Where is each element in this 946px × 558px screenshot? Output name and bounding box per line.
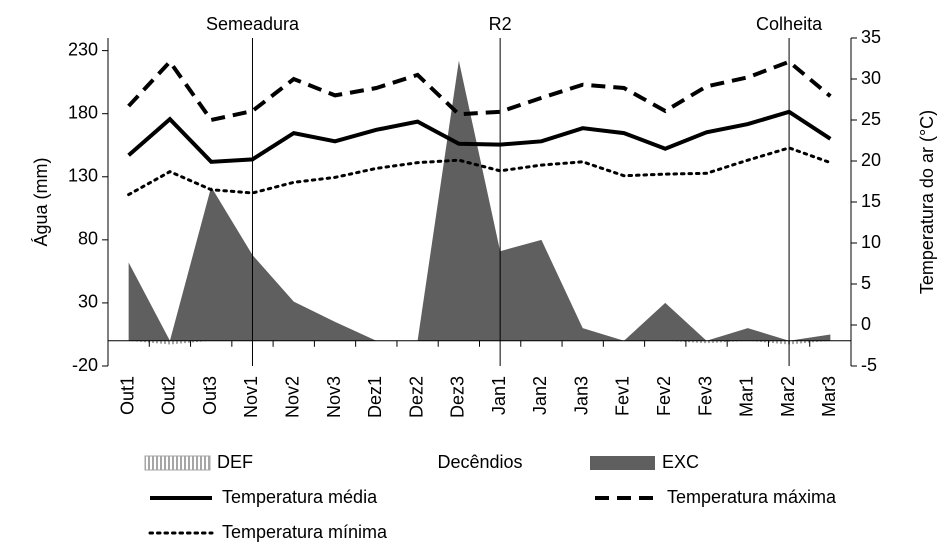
y-tick-label: -20 [72,355,98,375]
y-tick-label: 130 [68,166,98,186]
x-tick-label: Dez2 [406,376,426,418]
x-tick-label: Nov2 [283,376,303,418]
annotation-label: R2 [489,14,512,34]
y2-tick-label: 30 [861,68,881,88]
legend-swatch [144,455,211,471]
legend-label: DEF [217,452,253,472]
y2-axis-title: Temperatura do ar (°C) [917,110,937,294]
legend-label: Temperatura mínima [222,522,388,542]
y2-tick-label: 10 [861,232,881,252]
y2-tick-label: 25 [861,109,881,129]
line-3 [127,58,832,123]
line-2 [127,109,832,164]
x-tick-label: Jan2 [530,376,550,415]
x-tick-label: Nov1 [241,376,261,418]
x-tick-label: Fev1 [613,376,633,416]
annotation-label: Colheita [756,14,823,34]
x-tick-label: Nov3 [324,376,344,418]
x-tick-label: Dez1 [365,376,385,418]
y-tick-label: 230 [68,39,98,59]
line-4 [127,146,832,197]
x-axis-title: Decêndios [437,452,522,472]
y-tick-label: 30 [78,292,98,312]
annotation-label: Semeadura [206,14,300,34]
x-tick-label: Out2 [159,376,179,415]
y-tick-label: 180 [68,102,98,122]
legend-label: Temperatura média [222,487,378,507]
y2-tick-label: 5 [861,273,871,293]
y2-tick-label: 0 [861,314,871,334]
x-tick-label: Dez3 [448,376,468,418]
x-tick-label: Fev3 [695,376,715,416]
y2-tick-label: 15 [861,191,881,211]
y2-tick-label: 20 [861,150,881,170]
x-tick-label: Out3 [200,376,220,415]
x-tick-label: Mar2 [778,376,798,417]
x-tick-label: Mar3 [819,376,839,417]
legend-label: Temperatura máxima [667,487,837,507]
x-tick-label: Jan1 [489,376,509,415]
legend-label: EXC [662,452,699,472]
x-tick-label: Jan3 [571,376,591,415]
y2-tick-label: -5 [861,355,877,375]
x-tick-label: Mar1 [737,376,757,417]
legend-swatch [590,456,655,470]
x-tick-label: Out1 [117,376,137,415]
y-tick-label: 80 [78,229,98,249]
area-1 [128,60,831,341]
y-axis-title: Água (mm) [31,157,51,246]
x-tick-label: Fev2 [654,376,674,416]
y2-tick-label: 35 [861,27,881,47]
